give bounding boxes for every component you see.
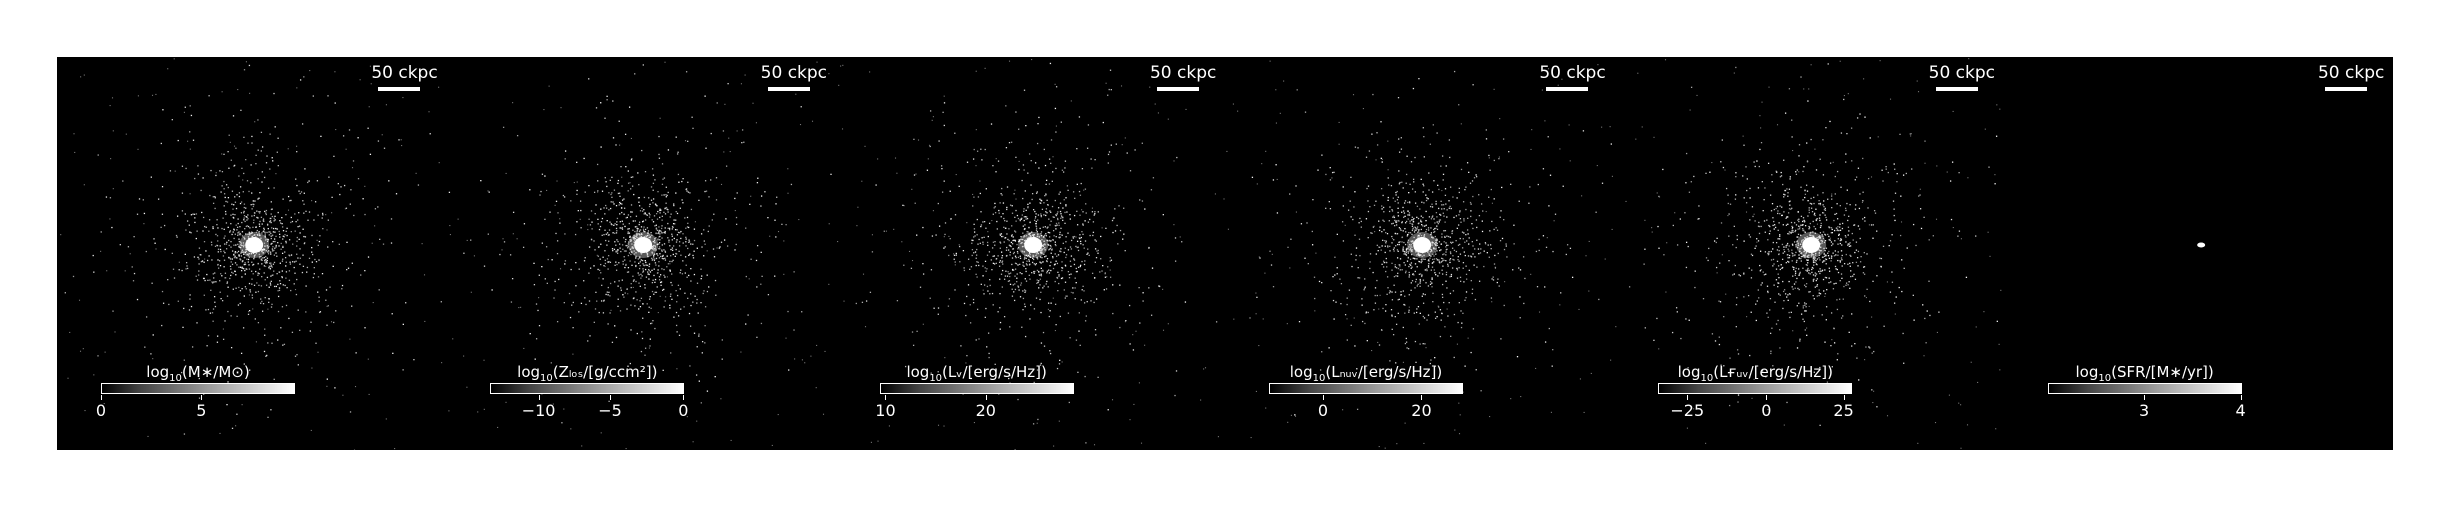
colorbar-tick-label: 0	[678, 401, 689, 420]
colorbar-label-quantity: (Zₗₒₛ/[g/ccm²])	[552, 363, 658, 381]
colorbar-tick	[885, 395, 887, 400]
particle-field	[1615, 58, 2002, 449]
colorbar-label-prefix: log	[906, 363, 930, 381]
colorbar-label-prefix: log	[1677, 363, 1701, 381]
colorbar-label-subscript: 10	[1312, 373, 1326, 384]
galaxy-core	[245, 237, 264, 253]
particle-field	[60, 58, 443, 450]
colorbar-label-prefix: log	[1289, 363, 1313, 381]
particle-field	[448, 61, 832, 450]
colorbar-tick	[1766, 395, 1768, 400]
particle-field	[2196, 242, 2205, 248]
colorbar-tick-label: 10	[875, 401, 896, 420]
colorbar-tick-label: 5	[196, 401, 207, 420]
colorbar-gradient	[879, 383, 1074, 394]
colorbar-tick-label: −25	[1670, 401, 1705, 420]
scale-bar: 50 ckpc	[2317, 63, 2385, 91]
scale-bar-label: 50 ckpc	[760, 63, 828, 83]
colorbar-tick	[2240, 395, 2242, 400]
scale-bar-line	[1156, 87, 1199, 91]
colorbar-gradient	[2047, 383, 2242, 394]
colorbar-tick	[1843, 395, 1845, 400]
colorbar-label-quantity: (Lғᵤᵥ/[erg/s/Hz])	[1713, 363, 1833, 381]
scale-bar-line	[1935, 87, 1978, 91]
colorbar-gradient	[1658, 383, 1853, 394]
colorbar-tick-label: −10	[521, 401, 556, 420]
panel-v-luminosity: 50 ckpc log10(Lᵥ/[erg/s/Hz]) 10 20	[835, 57, 1225, 450]
colorbar-label-prefix: log	[517, 363, 541, 381]
colorbar-tick-label: 3	[2139, 401, 2150, 420]
scale-bar-label: 50 ckpc	[1928, 63, 1996, 83]
colorbar-tick	[538, 395, 540, 400]
panel-metal-column: 50 ckpc log10(Zₗₒₛ/[g/ccm²]) −10 −5 0	[446, 57, 836, 450]
scale-bar-line	[1546, 87, 1589, 91]
scale-bar: 50 ckpc	[1539, 63, 1606, 91]
scale-bar-line	[378, 87, 421, 91]
scale-bar-label: 50 ckpc	[1539, 63, 1606, 83]
scale-bar-line	[767, 87, 810, 91]
colorbar-label-quantity: (Lₙᵤᵥ/[erg/s/Hz])	[1325, 363, 1443, 381]
colorbar-label-subscript: 10	[540, 373, 553, 384]
colorbar-tick-label: 0	[95, 401, 107, 420]
scale-bar: 50 ckpc	[371, 63, 438, 91]
colorbar-label: log10(Zₗₒₛ/[g/ccm²])	[490, 363, 684, 384]
galaxy-core	[1413, 237, 1432, 253]
colorbar-tick-label: 4	[2235, 401, 2246, 420]
colorbar-label-quantity: (M∗/M⊙)	[181, 363, 250, 381]
colorbar-label-subscript: 10	[169, 373, 182, 384]
panel-sfr: 50 ckpc log10(SFR/[M∗/yr]) 3 4	[2003, 57, 2393, 450]
scale-bar-line	[2324, 87, 2367, 91]
colorbar-tick	[1323, 395, 1325, 400]
scale-bar-label: 50 ckpc	[371, 63, 438, 83]
scale-bar: 50 ckpc	[1149, 63, 1217, 91]
star-forming-region	[2196, 242, 2205, 248]
colorbar-label-subscript: 10	[1700, 373, 1714, 384]
colorbar-tick	[201, 395, 203, 400]
scale-bar-label: 50 ckpc	[1149, 63, 1217, 83]
colorbar-label: log10(Lᵥ/[erg/s/Hz])	[880, 363, 1074, 384]
colorbar-label: log10(Lₙᵤᵥ/[erg/s/Hz])	[1269, 363, 1463, 384]
colorbar-label: log10(SFR/[M∗/yr])	[2048, 363, 2242, 384]
colorbar-tick	[683, 395, 685, 400]
panel-fuv-luminosity: 50 ckpc log10(Lғᵤᵥ/[erg/s/Hz]) −25 0 25	[1614, 57, 2004, 450]
image-strip: 50 ckpc log10(M∗/M⊙) 0 5 50 ckpc log10(Zₗₒₛ/[…	[57, 57, 2393, 450]
galaxy-core	[634, 237, 653, 253]
colorbar-tick	[1421, 395, 1423, 400]
scale-bar-label: 50 ckpc	[2317, 63, 2385, 83]
colorbar-tick-label: 0	[1317, 401, 1329, 420]
colorbar-gradient	[490, 383, 685, 394]
colorbar-tick	[1687, 395, 1689, 400]
colorbar-label-prefix: log	[146, 363, 170, 381]
colorbar-tick-label: 20	[975, 401, 996, 420]
colorbar-tick	[609, 395, 611, 400]
colorbar-tick-label: 25	[1833, 401, 1854, 420]
colorbar-tick-label: 0	[1761, 401, 1772, 420]
colorbar-label-prefix: log	[2075, 363, 2099, 381]
colorbar-label-quantity: (SFR/[M∗/yr])	[2111, 363, 2214, 381]
colorbar-tick-label: 20	[1411, 401, 1432, 420]
colorbar-tick-label: −5	[598, 401, 622, 420]
colorbar-tick	[101, 395, 102, 400]
scale-bar: 50 ckpc	[1928, 63, 1996, 91]
colorbar-label: log10(Lғᵤᵥ/[erg/s/Hz])	[1658, 363, 1852, 384]
colorbar-label: log10(M∗/M⊙)	[101, 363, 295, 384]
galaxy-core	[1023, 237, 1042, 253]
panel-nuv-luminosity: 50 ckpc log10(Lₙᵤᵥ/[erg/s/Hz]) 0 20	[1224, 57, 1615, 450]
colorbar-tick	[2144, 395, 2146, 400]
colorbar-gradient	[1268, 383, 1463, 394]
colorbar-label-subscript: 10	[2098, 373, 2112, 384]
panel-stellar-mass: 50 ckpc log10(M∗/M⊙) 0 5	[57, 57, 447, 450]
particle-field	[1226, 60, 1613, 449]
scale-bar: 50 ckpc	[760, 63, 828, 91]
colorbar-tick	[985, 395, 987, 400]
colorbar-gradient	[101, 383, 295, 394]
colorbar-label-quantity: (Lᵥ/[erg/s/Hz])	[942, 363, 1047, 381]
colorbar-label-subscript: 10	[929, 373, 943, 384]
galaxy-core	[1802, 237, 1821, 253]
